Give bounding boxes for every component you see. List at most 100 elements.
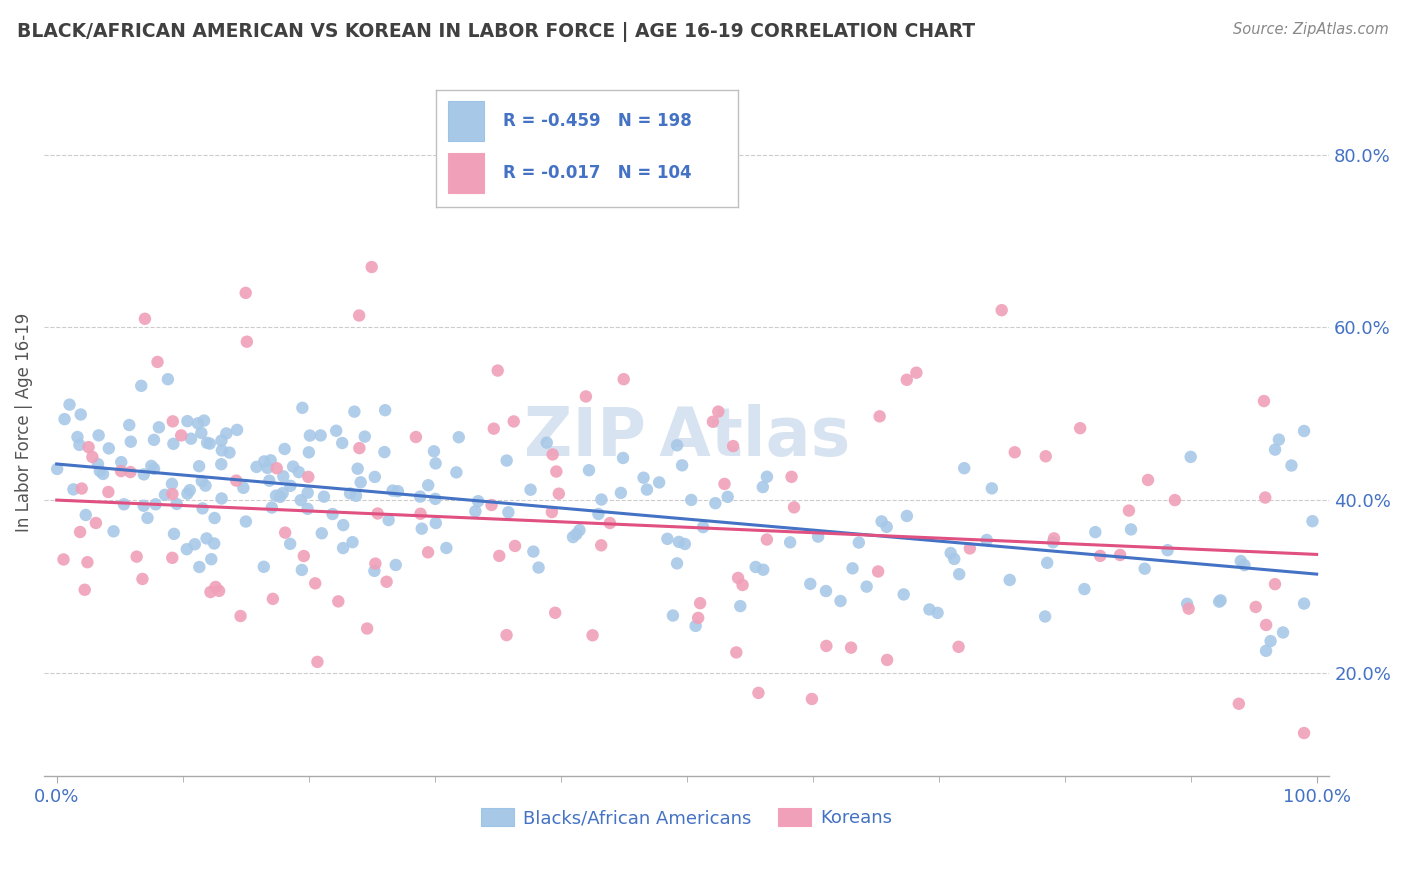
Point	[1254, 644, 1277, 658]
Point	[896, 373, 918, 387]
Point	[488, 549, 510, 563]
Point	[495, 453, 517, 467]
Point	[599, 516, 621, 530]
Point	[1036, 556, 1059, 570]
Point	[1069, 421, 1091, 435]
Point	[613, 372, 636, 386]
Point	[671, 458, 693, 473]
Point	[179, 483, 201, 498]
Point	[1180, 450, 1202, 464]
Point	[1175, 597, 1198, 611]
Point	[309, 428, 332, 442]
Point	[591, 538, 613, 552]
Point	[855, 580, 877, 594]
Point	[292, 549, 315, 563]
Point	[364, 557, 387, 571]
Point	[425, 491, 447, 506]
Point	[204, 580, 226, 594]
Point	[194, 478, 217, 492]
Point	[1281, 458, 1303, 473]
Point	[503, 539, 526, 553]
Point	[1208, 595, 1230, 609]
Point	[211, 491, 233, 506]
Point	[70, 482, 93, 496]
Point	[193, 414, 215, 428]
Point	[342, 535, 364, 549]
Point	[87, 428, 110, 442]
Point	[1035, 450, 1057, 464]
Point	[297, 501, 319, 516]
Point	[187, 417, 209, 431]
Point	[657, 532, 679, 546]
Point	[581, 628, 603, 642]
Point	[162, 550, 184, 565]
Y-axis label: In Labor Force | Age 16-19: In Labor Force | Age 16-19	[15, 313, 32, 532]
Point	[260, 500, 283, 515]
Point	[666, 557, 689, 571]
Point	[755, 533, 778, 547]
Point	[689, 596, 711, 610]
Point	[927, 606, 949, 620]
Point	[143, 433, 166, 447]
Point	[266, 461, 288, 475]
Point	[298, 445, 321, 459]
Point	[409, 507, 432, 521]
Point	[330, 436, 353, 450]
Point	[73, 582, 96, 597]
Point	[298, 428, 321, 442]
Point	[190, 425, 212, 440]
Point	[575, 389, 598, 403]
Point	[325, 424, 347, 438]
Point	[120, 434, 142, 449]
Point	[360, 260, 382, 274]
Point	[332, 541, 354, 555]
Text: Source: ZipAtlas.com: Source: ZipAtlas.com	[1233, 22, 1389, 37]
Point	[188, 459, 211, 474]
Point	[304, 576, 326, 591]
Point	[46, 462, 69, 476]
Text: BLACK/AFRICAN AMERICAN VS KOREAN IN LABOR FORCE | AGE 16-19 CORRELATION CHART: BLACK/AFRICAN AMERICAN VS KOREAN IN LABO…	[17, 22, 974, 42]
Point	[540, 505, 562, 519]
Point	[905, 366, 928, 380]
Point	[544, 606, 567, 620]
Point	[82, 450, 104, 464]
Point	[311, 526, 333, 541]
Point	[425, 516, 447, 530]
Point	[204, 511, 226, 525]
Point	[876, 653, 898, 667]
Point	[162, 437, 184, 451]
Point	[264, 489, 287, 503]
Point	[800, 692, 823, 706]
Point	[1230, 554, 1253, 568]
Point	[290, 493, 312, 508]
Point	[447, 430, 470, 444]
Point	[704, 496, 727, 510]
Point	[339, 486, 361, 500]
Point	[1118, 503, 1140, 517]
Point	[752, 563, 775, 577]
Point	[180, 432, 202, 446]
Point	[1301, 514, 1323, 528]
Point	[565, 527, 588, 541]
Point	[734, 785, 756, 799]
Point	[253, 559, 276, 574]
Point	[297, 485, 319, 500]
Point	[377, 513, 399, 527]
Point	[91, 467, 114, 481]
Point	[1256, 618, 1278, 632]
Point	[53, 412, 76, 426]
Point	[215, 426, 238, 441]
Point	[200, 585, 222, 599]
Point	[1264, 442, 1286, 457]
Point	[547, 486, 569, 500]
Point	[193, 780, 215, 795]
Point	[869, 409, 891, 424]
Point	[253, 454, 276, 468]
Point	[502, 414, 524, 428]
Point	[162, 487, 184, 501]
Legend: Blacks/African Americans, Koreans: Blacks/African Americans, Koreans	[474, 801, 900, 834]
Point	[744, 560, 766, 574]
Point	[959, 541, 981, 556]
Point	[568, 523, 591, 537]
Point	[546, 465, 568, 479]
